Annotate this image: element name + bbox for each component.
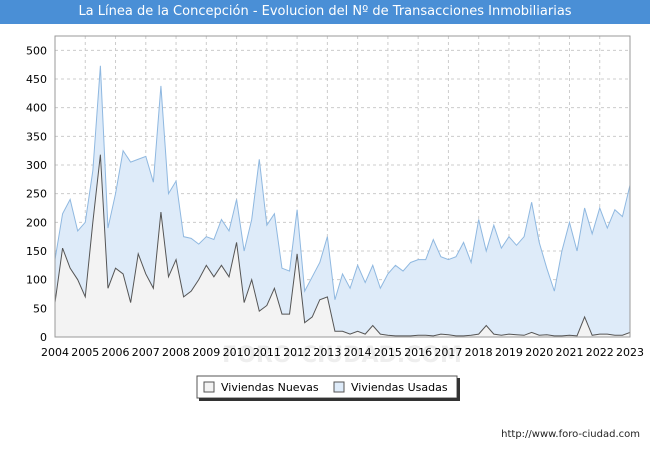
series-areas [54,65,631,337]
x-tick-label: 2010 [223,346,251,359]
legend-shadow-right [457,378,460,400]
footer-url: http://www.foro-ciudad.com [501,429,640,440]
y-axis: 0 50 100 150 200 250 300 350 400 450 500 [26,44,47,344]
y-tick-label: 250 [26,188,47,201]
x-tick-label: 2011 [253,346,281,359]
y-tick-label: 500 [26,44,47,57]
y-tick-label: 200 [26,216,47,229]
chart-title: La Línea de la Concepción - Evolucion de… [78,4,572,19]
area-viviendas-usadas [55,65,630,337]
x-tick-label: 2022 [586,346,614,359]
x-tick-label: 2008 [162,346,190,359]
x-tick-label: 2017 [434,346,462,359]
legend-shadow-bottom [199,398,460,401]
x-axis: 2004 2005 2006 2007 2008 2009 2010 2011 2012 2013… [41,346,644,359]
x-tick-label: 2004 [41,346,69,359]
x-tick-label: 2023 [616,346,644,359]
x-tick-label: 2019 [495,346,523,359]
y-tick-label: 50 [33,302,47,315]
y-tick-label: 150 [26,245,47,258]
chart-svg: FORO-CIUDAD.COM 0 50 100 150 200 250 300 350 400… [26,35,644,401]
x-tick-label: 2016 [404,346,432,359]
x-tick-label: 2015 [374,346,402,359]
legend: Viviendas Nuevas Viviendas Usadas [196,375,460,401]
x-tick-label: 2007 [132,346,160,359]
x-tick-label: 2013 [313,346,341,359]
x-tick-label: 2006 [102,346,130,359]
y-tick-label: 100 [26,274,47,287]
legend-swatch-viviendas-nuevas [203,381,215,393]
line-viviendas-usadas [54,65,631,300]
line-viviendas-nuevas [54,154,631,337]
y-tick-label: 450 [26,73,47,86]
x-tick-label: 2018 [465,346,493,359]
legend-swatch-viviendas-usadas [333,381,345,393]
x-tick-label: 2005 [71,346,99,359]
watermark: FORO-CIUDAD.COM [222,343,462,368]
legend-label-viviendas-nuevas: Viviendas Nuevas [221,381,319,394]
x-tick-label: 2014 [344,346,372,359]
x-tick-label: 2009 [192,346,220,359]
x-tick-label: 2012 [283,346,311,359]
legend-label-viviendas-usadas: Viviendas Usadas [351,381,448,394]
y-tick-label: 400 [26,102,47,115]
y-tick-label: 350 [26,130,47,143]
x-tick-label: 2020 [525,346,553,359]
title-bar [0,0,650,24]
y-tick-label: 0 [40,331,47,344]
plot-frame [54,35,631,338]
y-tick-label: 300 [26,159,47,172]
x-tick-label: 2021 [555,346,583,359]
area-viviendas-nuevas [55,154,630,337]
